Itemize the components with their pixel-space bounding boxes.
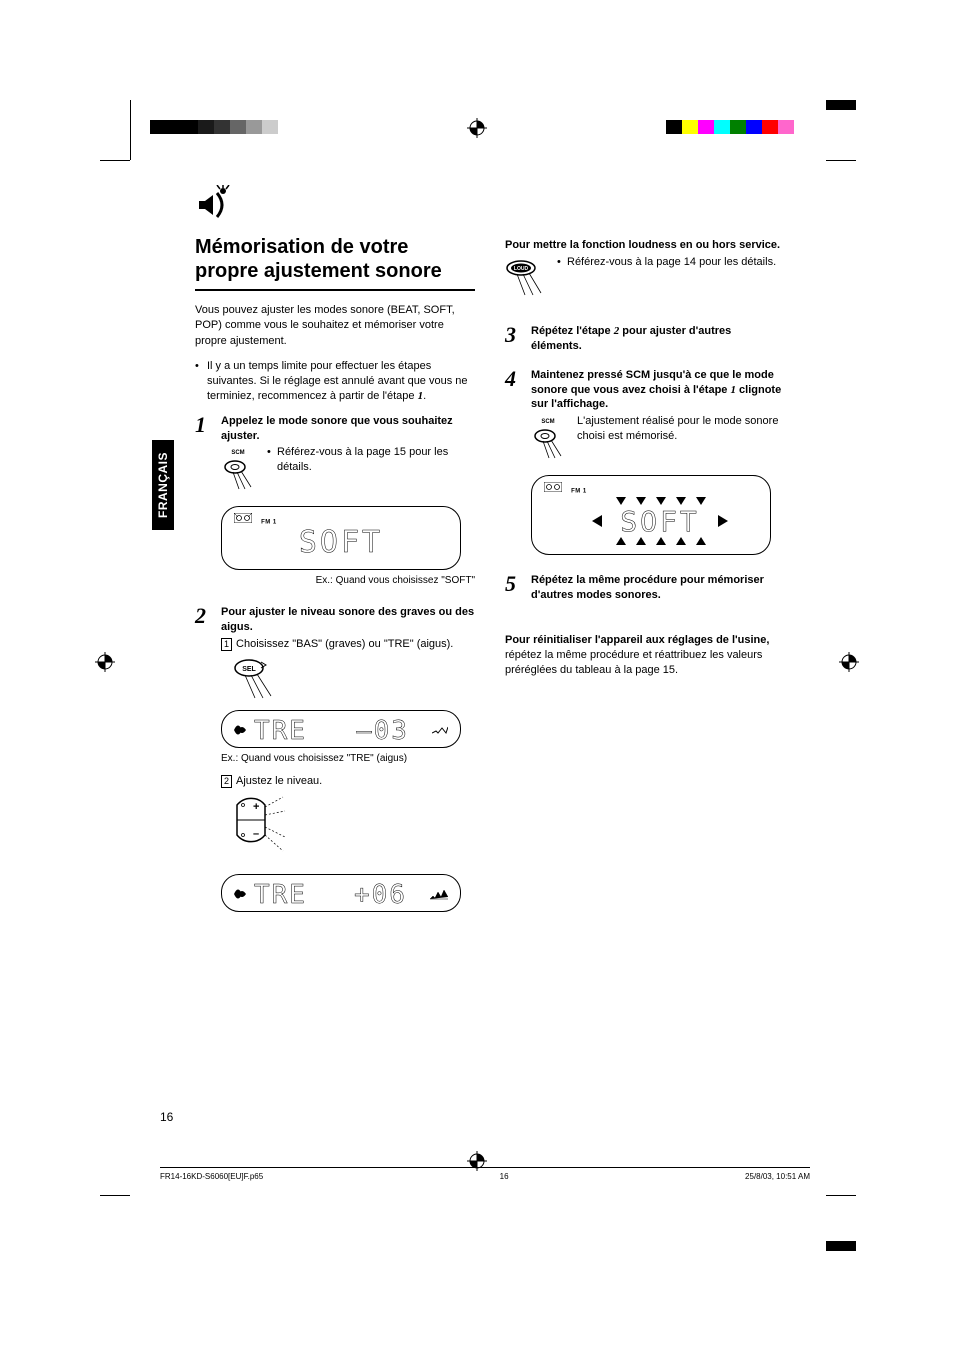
display-tre-plus: TRE +06	[221, 874, 461, 912]
svg-text:TRE: TRE	[254, 881, 307, 907]
step-2-sub2: 2Ajustez le niveau.	[221, 774, 475, 789]
svg-text:TRE: TRE	[254, 717, 307, 743]
intro-text: Vous pouvez ajuster les modes sonore (BE…	[195, 303, 475, 349]
display-caption: Ex.: Quand vous choisissez "SOFT"	[221, 574, 475, 588]
display-caption-tre: Ex.: Quand vous choisissez "TRE" (aigus)	[221, 752, 475, 766]
segment-soft-icon: SOFT	[276, 527, 406, 557]
title-rule	[195, 289, 475, 291]
step-2: 2 Pour ajuster le niveau sonore des grav…	[195, 605, 475, 916]
scm-button-illustration-2: SCM	[531, 418, 565, 465]
step-4: 4 Maintenez pressé SCM jusqu'à ce que le…	[505, 368, 785, 559]
left-column: Mémorisation de votre propre ajustement …	[195, 235, 475, 916]
step-5: 5 Répétez la même procédure pour mémoris…	[505, 573, 785, 605]
segment-soft-blink-icon: SOFT	[556, 497, 746, 545]
step-1-bullet: Référez-vous à la page 15 pour les détai…	[267, 445, 475, 475]
footer-file: FR14-16KD-S6060[EU]F.p65	[160, 1172, 263, 1181]
display-soft: FM 1 SOFT	[221, 506, 461, 569]
step-number: 2	[195, 605, 213, 916]
loudness-bullet: Référez-vous à la page 14 pour les détai…	[557, 255, 776, 270]
scm-button-illustration: SCM	[221, 449, 255, 496]
step-1: 1 Appelez le mode sonore que vous souhai…	[195, 414, 475, 595]
loudness-title: Pour mettre la fonction loudness en ou h…	[505, 239, 785, 251]
svg-text:SOFT: SOFT	[620, 505, 699, 538]
step-number: 3	[505, 324, 523, 356]
crop-mark	[826, 160, 856, 161]
page-content: Mémorisation de votre propre ajustement …	[195, 235, 785, 916]
svg-text:+: +	[253, 801, 259, 813]
crop-mark	[826, 1195, 856, 1196]
step-3: 3 Répétez l'étape 2 pour ajuster d'autre…	[505, 324, 785, 356]
svg-text:SOFT: SOFT	[299, 527, 383, 557]
step-5-title: Répétez la même procédure pour mémoriser…	[531, 573, 785, 603]
svg-text:+06: +06	[354, 881, 407, 907]
crop-mark	[130, 100, 131, 160]
page-title: Mémorisation de votre propre ajustement …	[195, 235, 475, 283]
right-column: Pour mettre la fonction loudness en ou h…	[505, 235, 785, 916]
language-tab: FRANÇAIS	[152, 440, 174, 530]
step-2-sub1: 1Choisissez "BAS" (graves) ou "TRE" (aig…	[221, 637, 475, 652]
step-number: 1	[195, 414, 213, 595]
crop-mark	[826, 1241, 856, 1251]
svg-text:SEL: SEL	[242, 666, 256, 673]
speaker-icon	[195, 185, 235, 228]
footer-page: 16	[500, 1172, 509, 1181]
svg-text:LOUD: LOUD	[514, 266, 529, 272]
step-4-result: L'ajustement réalisé pour le mode sonore…	[577, 414, 785, 444]
svg-text:–: –	[253, 828, 259, 840]
crop-mark	[100, 1195, 130, 1196]
loud-button-illustration: LOUD	[505, 259, 545, 302]
step-3-text: Répétez l'étape 2 pour ajuster d'autres …	[531, 324, 785, 354]
reset-text: Pour réinitialiser l'appareil aux réglag…	[505, 633, 785, 678]
sel-button-illustration: SEL	[231, 656, 475, 705]
updown-button-illustration: + –	[231, 793, 475, 868]
footer: FR14-16KD-S6060[EU]F.p65 16 25/8/03, 10:…	[160, 1167, 810, 1181]
step-1-title: Appelez le mode sonore que vous souhaite…	[221, 414, 475, 444]
crop-mark	[100, 160, 130, 161]
display-tre-minus: TRE –03	[221, 710, 461, 748]
note-text: Il y a un temps limite pour effectuer le…	[195, 359, 475, 404]
svg-text:–03: –03	[356, 717, 409, 743]
display-soft-blink: FM 1 SOFT	[531, 475, 771, 555]
step-number: 5	[505, 573, 523, 605]
step-2-title: Pour ajuster le niveau sonore des graves…	[221, 605, 475, 635]
footer-date: 25/8/03, 10:51 AM	[745, 1172, 810, 1181]
step-number: 4	[505, 368, 523, 559]
registration-mark-left	[95, 652, 115, 677]
registration-mark-right	[839, 652, 859, 677]
step-4-text: Maintenez pressé SCM jusqu'à ce que le m…	[531, 368, 785, 413]
registration-mark-top	[467, 118, 487, 143]
crop-mark	[826, 100, 856, 110]
page-number: 16	[160, 1110, 173, 1124]
